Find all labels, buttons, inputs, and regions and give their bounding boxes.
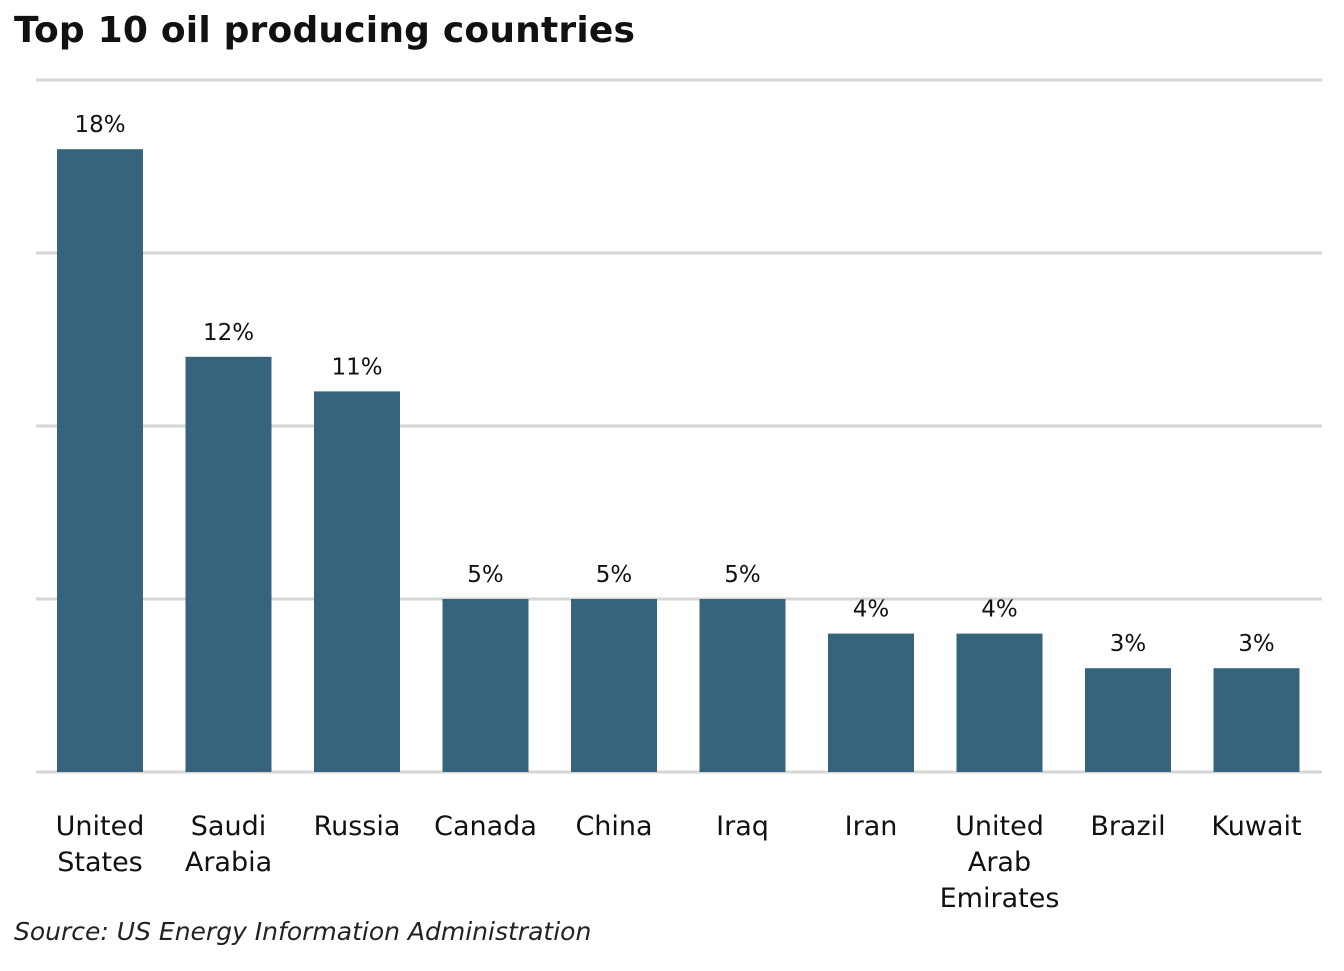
value-label: 4% bbox=[853, 597, 890, 623]
value-label: 18% bbox=[74, 112, 125, 138]
value-label: 5% bbox=[724, 562, 761, 588]
category-label-line: Emirates bbox=[940, 883, 1060, 914]
category-label-line: Iran bbox=[845, 811, 898, 842]
value-label: 5% bbox=[467, 562, 504, 588]
bar bbox=[57, 149, 143, 772]
bar bbox=[1213, 668, 1300, 772]
bar bbox=[699, 599, 786, 772]
bar bbox=[442, 599, 529, 772]
bar bbox=[314, 391, 400, 772]
value-labels: 18% 12% 11% 5% 5% 5% 4% 4% 3% 3% bbox=[74, 112, 1274, 657]
category-label: United Arab Emirates bbox=[940, 811, 1060, 914]
bar bbox=[956, 633, 1043, 772]
category-label-line: Arab bbox=[968, 847, 1031, 878]
category-label-line: Brazil bbox=[1090, 811, 1165, 842]
bar bbox=[185, 356, 272, 772]
source-note: Source: US Energy Information Administra… bbox=[14, 917, 592, 946]
category-label-line: Russia bbox=[314, 811, 401, 842]
category-label-line: China bbox=[575, 811, 652, 842]
category-label: Brazil bbox=[1090, 811, 1165, 842]
category-label-line: Arabia bbox=[185, 847, 272, 878]
category-label: Iraq bbox=[716, 811, 769, 842]
category-label: Iran bbox=[845, 811, 898, 842]
bar bbox=[1085, 668, 1171, 772]
bar bbox=[828, 633, 914, 772]
category-label: Canada bbox=[434, 811, 537, 842]
bar bbox=[571, 599, 657, 772]
category-label-line: Kuwait bbox=[1211, 811, 1301, 842]
category-label-line: Saudi bbox=[191, 811, 266, 842]
category-label-line: Iraq bbox=[716, 811, 769, 842]
category-label: United States bbox=[56, 811, 145, 878]
category-label-line: United bbox=[955, 811, 1044, 842]
category-labels: United States Saudi Arabia Russia Canada China… bbox=[56, 811, 1302, 914]
value-label: 3% bbox=[1238, 631, 1275, 657]
category-label: China bbox=[575, 811, 652, 842]
value-label: 5% bbox=[596, 562, 633, 588]
value-label: 11% bbox=[331, 354, 382, 380]
value-label: 4% bbox=[981, 597, 1018, 623]
value-label: 12% bbox=[203, 320, 254, 346]
category-label: Saudi Arabia bbox=[185, 811, 272, 878]
category-label: Russia bbox=[314, 811, 401, 842]
chart-title: Top 10 oil producing countries bbox=[14, 10, 636, 51]
category-label-line: United bbox=[56, 811, 145, 842]
category-label: Kuwait bbox=[1211, 811, 1301, 842]
bars bbox=[57, 149, 1300, 772]
value-label: 3% bbox=[1110, 631, 1147, 657]
category-label-line: States bbox=[57, 847, 143, 878]
category-label-line: Canada bbox=[434, 811, 537, 842]
